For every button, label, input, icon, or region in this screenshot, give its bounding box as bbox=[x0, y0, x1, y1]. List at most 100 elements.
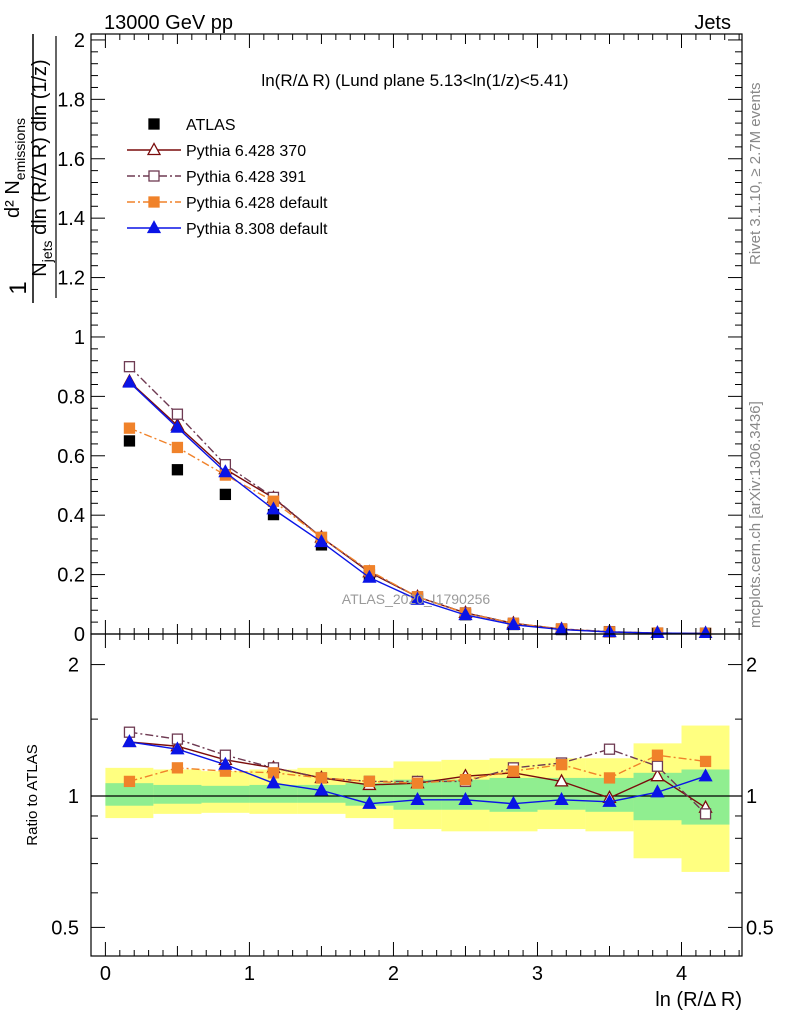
legend-entry: Pythia 6.428 391 bbox=[127, 169, 306, 186]
legend-entry: Pythia 8.308 default bbox=[127, 220, 328, 238]
series-atlas bbox=[123, 435, 712, 638]
inner-uncertainty-band bbox=[201, 785, 250, 803]
legend-entry: ATLAS bbox=[148, 117, 236, 134]
ratio-data-point bbox=[699, 755, 712, 768]
ratio-series-pythia-8-308-default bbox=[122, 734, 713, 809]
x-tick-label: 0 bbox=[100, 963, 111, 985]
data-point bbox=[506, 616, 521, 630]
ratio-data-point bbox=[555, 758, 568, 771]
data-point bbox=[218, 464, 233, 478]
y-tick-label: 2 bbox=[74, 30, 85, 52]
data-point bbox=[171, 464, 184, 476]
svg-text:d² Nemissions: d² Nemissions bbox=[2, 118, 28, 218]
inner-uncertainty-band bbox=[153, 784, 202, 804]
ratio-data-point bbox=[554, 791, 569, 805]
svg-text:Njets dln (R/Δ R) dln (1/z): Njets dln (R/Δ R) dln (1/z) bbox=[29, 59, 55, 276]
ratio-series-pythia-6-428-default bbox=[123, 749, 712, 789]
ratio-data-point bbox=[603, 772, 616, 784]
ratio-data-point bbox=[650, 784, 665, 798]
ratio-data-point bbox=[602, 793, 617, 807]
data-point bbox=[219, 488, 232, 501]
data-point bbox=[122, 374, 137, 388]
legend-marker bbox=[148, 196, 160, 208]
y-tick-label: 0.8 bbox=[57, 386, 85, 408]
y-tick-label: 0.4 bbox=[57, 505, 85, 527]
ratio-data-point bbox=[651, 760, 664, 772]
inner-uncertainty-band bbox=[105, 783, 154, 806]
ratio-y-tick-label: 1 bbox=[68, 786, 79, 808]
data-point bbox=[171, 441, 184, 454]
ratio-data-point bbox=[506, 795, 521, 809]
ratio-data-point bbox=[362, 795, 377, 809]
x-tick-label: 3 bbox=[532, 963, 543, 985]
ratio-y-tick-label: 0.5 bbox=[51, 917, 79, 939]
ratio-data-point bbox=[314, 782, 329, 796]
energy-label: 13000 GeV pp bbox=[104, 12, 233, 34]
legend-marker bbox=[148, 118, 160, 130]
ratio-plot-content bbox=[91, 725, 742, 872]
data-point bbox=[362, 569, 377, 583]
ratio-data-point bbox=[170, 741, 185, 755]
legend-label: Pythia 8.308 default bbox=[186, 221, 328, 238]
y-tick-label: 1.8 bbox=[57, 89, 85, 111]
y-tick-label: 1.4 bbox=[57, 208, 85, 230]
main-panel: 0 0.2 0.4 0.6 0.8 1 1.2 1.4 1.6 1.8 2 ln(R/Δ R) (L… bbox=[57, 30, 743, 646]
ratio-data-point bbox=[651, 749, 664, 761]
ratio-data-point bbox=[650, 768, 665, 782]
data-point bbox=[123, 435, 136, 447]
rivet-label: Rivet 3.1.10, ≥ 2.7M events bbox=[747, 83, 764, 266]
x-tick-label: 4 bbox=[676, 963, 687, 985]
main-axes: 0 0.2 0.4 0.6 0.8 1 1.2 1.4 1.6 1.8 2 bbox=[57, 30, 743, 646]
ratio-data-point bbox=[603, 743, 616, 755]
ratio-frame bbox=[90, 633, 743, 957]
ratio-data-point bbox=[266, 775, 281, 789]
legend-entry: Pythia 6.428 370 bbox=[127, 142, 306, 160]
data-point bbox=[698, 625, 713, 638]
data-point bbox=[123, 422, 136, 434]
ratio-data-point bbox=[699, 808, 712, 820]
y-tick-label: 1 bbox=[74, 327, 85, 349]
data-point bbox=[410, 591, 425, 605]
inner-uncertainty-band bbox=[249, 784, 298, 803]
y-tick-label: 0 bbox=[74, 624, 85, 646]
ratio-y-tick-label-right: 2 bbox=[746, 655, 757, 677]
data-point bbox=[123, 361, 136, 373]
legend-marker bbox=[146, 142, 162, 156]
legend-entry: Pythia 6.428 default bbox=[127, 195, 328, 212]
ratio-y-tick-label-right: 0.5 bbox=[746, 917, 774, 939]
ratio-y-tick-label-right: 1 bbox=[746, 786, 757, 808]
ratio-data-point bbox=[171, 762, 184, 774]
x-tick-label: 1 bbox=[244, 963, 255, 985]
ratio-data-point bbox=[459, 774, 472, 786]
legend-label: ATLAS bbox=[186, 117, 236, 134]
ylabel-prefix: 1 bbox=[5, 281, 32, 294]
legend-label: Pythia 6.428 default bbox=[186, 195, 328, 212]
legend: ATLAS Pythia 6.428 370 Pythia 6.428 391 Pyt… bbox=[127, 117, 328, 238]
ratio-data-point bbox=[123, 775, 136, 788]
chart-title: ln(R/Δ R) (Lund plane 5.13<ln(1/z)<5.41) bbox=[261, 71, 568, 90]
data-point bbox=[170, 419, 185, 433]
ratio-data-point bbox=[411, 777, 424, 789]
y-tick-label: 0.2 bbox=[57, 565, 85, 587]
ratio-data-point bbox=[315, 772, 328, 784]
ratio-data-point bbox=[218, 756, 233, 770]
x-tick-label: 2 bbox=[388, 963, 399, 985]
data-point bbox=[458, 607, 473, 621]
ylabel-denominator: Njets dln (R/Δ R) dln (1/z) bbox=[29, 59, 55, 276]
ratio-data-point bbox=[410, 791, 425, 805]
legend-label: Pythia 6.428 370 bbox=[186, 143, 306, 160]
y-tick-label: 1.2 bbox=[57, 268, 85, 290]
data-point bbox=[171, 408, 184, 420]
y-tick-label: 1.6 bbox=[57, 149, 85, 171]
legend-marker bbox=[146, 220, 162, 234]
y-tick-label: 0.6 bbox=[57, 446, 85, 468]
ratio-data-point bbox=[122, 734, 137, 748]
main-ylabel: 1 d² Nemissions Njets dln (R/Δ R) dln (1… bbox=[2, 34, 57, 303]
ratio-ylabel: Ratio to ATLAS bbox=[24, 744, 41, 845]
analysis-watermark: ATLAS_2020_I1790256 bbox=[342, 591, 491, 607]
data-point bbox=[266, 501, 281, 515]
xlabel: ln (R/Δ R) bbox=[655, 989, 742, 1011]
legend-marker bbox=[148, 170, 160, 182]
ratio-data-point bbox=[363, 775, 376, 788]
